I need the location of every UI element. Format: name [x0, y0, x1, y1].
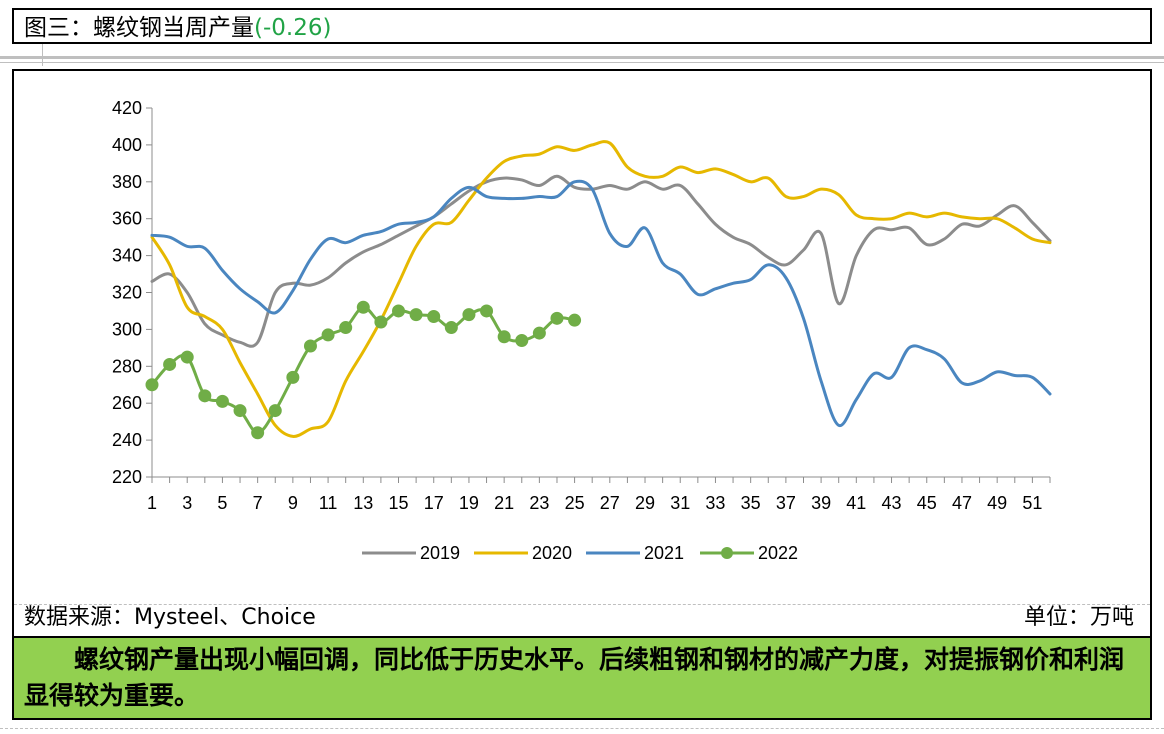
unit-label: 单位：万吨 — [1023, 605, 1134, 630]
series-point-2022 — [532, 326, 546, 340]
x-tick-label: 3 — [182, 493, 192, 513]
y-tick-label: 400 — [112, 135, 142, 155]
series-line-2021 — [150, 179, 1052, 427]
x-tick-label: 1 — [147, 493, 157, 513]
x-tick-label: 21 — [494, 493, 514, 513]
series-point-2022 — [286, 370, 300, 384]
x-tick-label: 33 — [705, 493, 725, 513]
x-tick-label: 15 — [388, 493, 408, 513]
dashed-divider — [14, 604, 1150, 605]
separator-tick — [42, 44, 43, 66]
y-tick-label: 340 — [112, 246, 142, 266]
series-point-2022 — [480, 304, 494, 318]
x-tick-label: 43 — [882, 493, 902, 513]
series-point-2022 — [497, 330, 511, 344]
y-tick-label: 300 — [112, 319, 142, 339]
x-tick-label: 49 — [987, 493, 1007, 513]
series-point-2022 — [215, 394, 229, 408]
x-tick-label: 45 — [917, 493, 937, 513]
series-line-2019 — [150, 174, 1052, 348]
x-tick-label: 23 — [529, 493, 549, 513]
x-tick-label: 5 — [217, 493, 227, 513]
legend-label-2021: 2021 — [644, 543, 684, 563]
y-tick-label: 260 — [112, 393, 142, 413]
y-tick-label: 420 — [112, 98, 142, 118]
x-tick-label: 25 — [565, 493, 585, 513]
legend-label-2019: 2019 — [420, 543, 460, 563]
series-point-2022 — [427, 309, 441, 323]
series-point-2022 — [145, 378, 159, 392]
x-tick-label: 27 — [600, 493, 620, 513]
x-tick-label: 35 — [741, 493, 761, 513]
comment-box: 螺纹钢产量出现小幅回调，同比低于历史水平。后续粗钢和钢材的减产力度，对提振钢价和… — [12, 636, 1152, 720]
series-point-2022 — [392, 304, 406, 318]
series-point-2022 — [339, 321, 353, 335]
y-tick-label: 360 — [112, 209, 142, 229]
series-point-2022 — [550, 311, 564, 325]
series-point-2022 — [321, 328, 335, 342]
data-source: 数据来源：Mysteel、Choice — [24, 605, 316, 630]
title-box: 图三：螺纹钢当周产量(-0.26) — [12, 8, 1152, 44]
comment-text: 螺纹钢产量出现小幅回调，同比低于历史水平。后续粗钢和钢材的减产力度，对提振钢价和… — [24, 645, 1125, 710]
page-title: 图三：螺纹钢当周产量(-0.26) — [24, 14, 331, 42]
series-point-2022 — [268, 404, 282, 418]
x-tick-label: 11 — [319, 493, 338, 513]
series-line-2020 — [150, 140, 1052, 438]
x-tick-label: 19 — [459, 493, 479, 513]
series-point-2022 — [233, 404, 247, 418]
series-point-2022 — [303, 339, 317, 353]
series-point-2022 — [515, 333, 529, 347]
y-tick-label: 220 — [112, 467, 142, 487]
x-tick-label: 39 — [811, 493, 831, 513]
series-point-2022 — [356, 300, 370, 314]
legend-label-2020: 2020 — [532, 543, 572, 563]
legend-marker-2022 — [721, 547, 733, 559]
x-tick-label: 31 — [670, 493, 690, 513]
bottom-divider — [0, 728, 1164, 729]
series-point-2022 — [163, 357, 177, 371]
x-tick-label: 47 — [952, 493, 972, 513]
series-point-2022 — [409, 308, 423, 322]
x-tick-label: 17 — [424, 493, 444, 513]
y-tick-label: 240 — [112, 430, 142, 450]
x-tick-label: 37 — [776, 493, 796, 513]
series-point-2022 — [180, 350, 194, 364]
x-tick-label: 29 — [635, 493, 655, 513]
y-tick-label: 320 — [112, 283, 142, 303]
series-point-2022 — [444, 321, 458, 335]
x-tick-label: 41 — [846, 493, 866, 513]
separator-line — [0, 56, 1164, 59]
series-line-2022 — [150, 305, 577, 435]
separator-line-thin — [0, 62, 1164, 63]
x-tick-label: 9 — [288, 493, 298, 513]
x-tick-label: 13 — [353, 493, 373, 513]
series-point-2022 — [251, 426, 265, 440]
series-point-2022 — [374, 315, 388, 329]
x-tick-label: 7 — [253, 493, 263, 513]
series-point-2022 — [198, 389, 212, 403]
y-tick-label: 280 — [112, 356, 142, 376]
series-point-2022 — [568, 313, 582, 327]
y-tick-label: 380 — [112, 172, 142, 192]
title-label: 图三：螺纹钢当周产量 — [24, 15, 254, 41]
x-tick-label: 51 — [1022, 493, 1042, 513]
series-point-2022 — [462, 308, 476, 322]
title-change-value: (-0.26) — [254, 15, 332, 41]
chart-frame: 220 240 260 280 300 320 340 360 380 400 420 1 3 5 7 9 11… — [12, 69, 1152, 637]
legend-label-2022: 2022 — [758, 543, 798, 563]
